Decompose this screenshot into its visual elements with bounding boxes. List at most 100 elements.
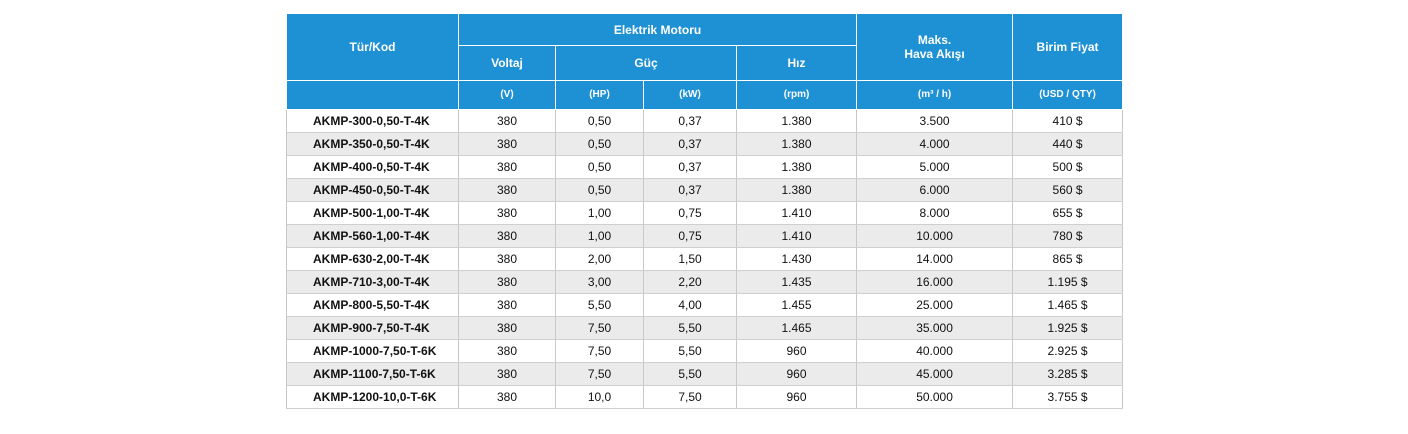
cell-code: AKMP-400-0,50-T-4K <box>286 155 459 179</box>
cell-price: 500 $ <box>1012 155 1124 179</box>
cell-rpm: 1.380 <box>735 178 858 202</box>
cell-price: 3.285 $ <box>1012 362 1124 386</box>
cell-airflow: 4.000 <box>856 132 1014 156</box>
cell-price: 780 $ <box>1012 224 1124 248</box>
cell-hp: 10,0 <box>555 385 644 409</box>
cell-code: AKMP-300-0,50-T-4K <box>286 109 459 133</box>
cell-airflow: 3.500 <box>856 109 1014 133</box>
table-header: Tür/Kod Elektrik Motoru Maks. Hava Akışı… <box>286 13 1124 110</box>
cell-airflow: 40.000 <box>856 339 1014 363</box>
cell-rpm: 960 <box>735 385 858 409</box>
cell-rpm: 1.435 <box>735 270 858 294</box>
cell-hp: 1,00 <box>555 224 644 248</box>
table-row: AKMP-900-7,50-T-4K 380 7,50 5,50 1.465 35.000… <box>286 316 1124 340</box>
header-code: Tür/Kod <box>286 13 459 81</box>
unit-kw: (kW) <box>643 80 737 110</box>
cell-hp: 2,00 <box>555 247 644 271</box>
unit-voltage: (V) <box>458 80 556 110</box>
cell-kw: 2,20 <box>643 270 737 294</box>
cell-rpm: 1.410 <box>735 201 858 225</box>
cell-code: AKMP-630-2,00-T-4K <box>286 247 459 271</box>
cell-voltage: 380 <box>458 109 556 133</box>
table-row: AKMP-560-1,00-T-4K 380 1,00 0,75 1.410 10.000… <box>286 224 1124 248</box>
cell-price: 865 $ <box>1012 247 1124 271</box>
cell-rpm: 960 <box>735 362 858 386</box>
cell-hp: 7,50 <box>555 316 644 340</box>
cell-hp: 5,50 <box>555 293 644 317</box>
cell-kw: 5,50 <box>643 362 737 386</box>
cell-voltage: 380 <box>458 247 556 271</box>
cell-voltage: 380 <box>458 224 556 248</box>
cell-price: 2.925 $ <box>1012 339 1124 363</box>
cell-voltage: 380 <box>458 316 556 340</box>
header-speed: Hız <box>735 45 858 81</box>
cell-rpm: 1.430 <box>735 247 858 271</box>
table-row: AKMP-1100-7,50-T-6K 380 7,50 5,50 960 45.000 3… <box>286 362 1124 386</box>
cell-kw: 5,50 <box>643 339 737 363</box>
cell-kw: 0,37 <box>643 109 737 133</box>
price-table: Tür/Kod Elektrik Motoru Maks. Hava Akışı… <box>286 13 1124 409</box>
cell-kw: 1,50 <box>643 247 737 271</box>
cell-airflow: 50.000 <box>856 385 1014 409</box>
cell-code: AKMP-450-0,50-T-4K <box>286 178 459 202</box>
cell-voltage: 380 <box>458 270 556 294</box>
cell-voltage: 380 <box>458 362 556 386</box>
cell-code: AKMP-500-1,00-T-4K <box>286 201 459 225</box>
header-unit-price: Birim Fiyat <box>1012 13 1124 81</box>
header-power: Güç <box>555 45 737 81</box>
cell-code: AKMP-710-3,00-T-4K <box>286 270 459 294</box>
table-row: AKMP-500-1,00-T-4K 380 1,00 0,75 1.410 8.000 6… <box>286 201 1124 225</box>
cell-hp: 7,50 <box>555 362 644 386</box>
table-row: AKMP-450-0,50-T-4K 380 0,50 0,37 1.380 6.000 5… <box>286 178 1124 202</box>
cell-voltage: 380 <box>458 155 556 179</box>
cell-airflow: 45.000 <box>856 362 1014 386</box>
cell-airflow: 10.000 <box>856 224 1014 248</box>
cell-hp: 0,50 <box>555 109 644 133</box>
header-electric-motor: Elektrik Motoru <box>457 13 858 46</box>
cell-kw: 0,37 <box>643 178 737 202</box>
cell-rpm: 1.380 <box>735 132 858 156</box>
cell-kw: 7,50 <box>643 385 737 409</box>
cell-hp: 0,50 <box>555 178 644 202</box>
unit-code-empty <box>286 80 459 110</box>
cell-code: AKMP-900-7,50-T-4K <box>286 316 459 340</box>
table-row: AKMP-400-0,50-T-4K 380 0,50 0,37 1.380 5.000 5… <box>286 155 1124 179</box>
table-row: AKMP-300-0,50-T-4K 380 0,50 0,37 1.380 3.500 4… <box>286 109 1124 133</box>
cell-rpm: 1.380 <box>735 155 858 179</box>
cell-voltage: 380 <box>458 201 556 225</box>
table-row: AKMP-1200-10,0-T-6K 380 10,0 7,50 960 50.000 3… <box>286 385 1124 409</box>
cell-airflow: 35.000 <box>856 316 1014 340</box>
cell-price: 3.755 $ <box>1012 385 1124 409</box>
unit-airflow: (m³ / h) <box>856 80 1014 110</box>
cell-rpm: 1.455 <box>735 293 858 317</box>
cell-rpm: 1.465 <box>735 316 858 340</box>
table-row: AKMP-800-5,50-T-4K 380 5,50 4,00 1.455 25.000… <box>286 293 1124 317</box>
cell-rpm: 1.410 <box>735 224 858 248</box>
cell-airflow: 25.000 <box>856 293 1014 317</box>
cell-price: 655 $ <box>1012 201 1124 225</box>
cell-hp: 0,50 <box>555 132 644 156</box>
cell-kw: 0,75 <box>643 201 737 225</box>
cell-hp: 7,50 <box>555 339 644 363</box>
cell-voltage: 380 <box>458 178 556 202</box>
cell-price: 1.925 $ <box>1012 316 1124 340</box>
cell-kw: 0,37 <box>643 132 737 156</box>
table-body: AKMP-300-0,50-T-4K 380 0,50 0,37 1.380 3.500 4… <box>286 109 1124 409</box>
cell-rpm: 960 <box>735 339 858 363</box>
cell-voltage: 380 <box>458 293 556 317</box>
table-row: AKMP-710-3,00-T-4K 380 3,00 2,20 1.435 16.000… <box>286 270 1124 294</box>
cell-price: 560 $ <box>1012 178 1124 202</box>
table-row: AKMP-630-2,00-T-4K 380 2,00 1,50 1.430 14.000… <box>286 247 1124 271</box>
cell-code: AKMP-1200-10,0-T-6K <box>286 385 459 409</box>
cell-price: 1.465 $ <box>1012 293 1124 317</box>
cell-hp: 0,50 <box>555 155 644 179</box>
cell-hp: 1,00 <box>555 201 644 225</box>
table-row: AKMP-1000-7,50-T-6K 380 7,50 5,50 960 40.000 2… <box>286 339 1124 363</box>
unit-price: (USD / QTY) <box>1012 80 1124 110</box>
cell-rpm: 1.380 <box>735 109 858 133</box>
cell-kw: 5,50 <box>643 316 737 340</box>
cell-airflow: 16.000 <box>856 270 1014 294</box>
cell-kw: 4,00 <box>643 293 737 317</box>
cell-airflow: 5.000 <box>856 155 1014 179</box>
cell-kw: 0,37 <box>643 155 737 179</box>
